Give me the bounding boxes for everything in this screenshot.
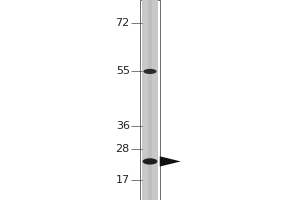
Polygon shape — [160, 156, 181, 167]
Text: 55: 55 — [116, 66, 130, 76]
Text: 36: 36 — [116, 121, 130, 131]
Ellipse shape — [143, 69, 157, 74]
Bar — [148, 0, 152, 200]
Ellipse shape — [142, 158, 158, 165]
Bar — [140, 0, 160, 200]
Text: 72: 72 — [116, 18, 130, 28]
Bar — [142, 0, 158, 200]
Text: 28: 28 — [116, 144, 130, 154]
Text: 17: 17 — [116, 175, 130, 185]
